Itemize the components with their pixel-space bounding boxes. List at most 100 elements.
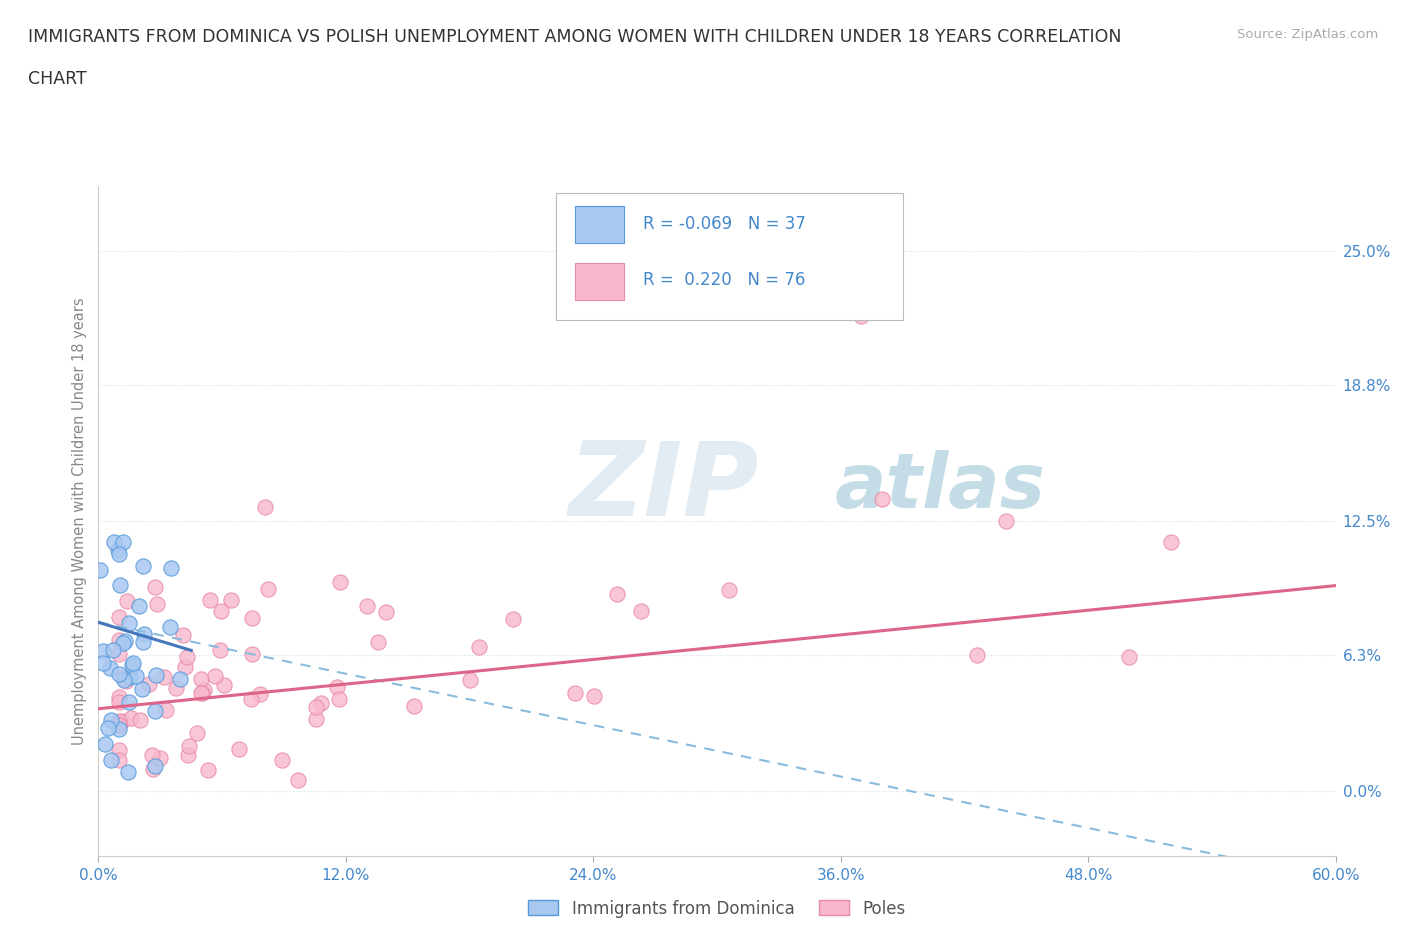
Point xyxy=(108,714,131,729)
Point xyxy=(193,683,215,698)
Point xyxy=(118,695,141,710)
Point xyxy=(114,633,136,648)
Point xyxy=(582,688,605,703)
Point xyxy=(1160,535,1182,550)
Point xyxy=(249,686,271,701)
Point xyxy=(256,581,278,596)
Text: ZIP: ZIP xyxy=(568,437,759,538)
Point xyxy=(120,670,142,684)
Point xyxy=(128,599,150,614)
Point xyxy=(468,640,491,655)
Point xyxy=(190,685,212,700)
Point xyxy=(117,594,139,609)
Point xyxy=(404,698,426,713)
Point xyxy=(326,679,349,694)
Text: IMMIGRANTS FROM DOMINICA VS POLISH UNEMPLOYMENT AMONG WOMEN WITH CHILDREN UNDER : IMMIGRANTS FROM DOMINICA VS POLISH UNEMP… xyxy=(28,28,1122,46)
Point xyxy=(155,702,177,717)
Point xyxy=(108,689,131,704)
Point xyxy=(93,656,115,671)
Point xyxy=(356,598,378,613)
Point xyxy=(122,655,145,670)
Point xyxy=(94,737,117,751)
Point xyxy=(209,604,232,618)
Point xyxy=(108,718,131,733)
Point xyxy=(108,547,131,562)
Point xyxy=(143,580,166,595)
Point xyxy=(112,672,135,687)
Point xyxy=(142,762,165,777)
Point xyxy=(1118,649,1140,664)
Point xyxy=(100,713,122,728)
Text: CHART: CHART xyxy=(28,70,87,87)
Point xyxy=(107,542,129,557)
Point xyxy=(851,308,873,323)
Point xyxy=(186,725,208,740)
Point xyxy=(134,626,156,641)
Point xyxy=(160,561,183,576)
Point xyxy=(239,692,262,707)
Point xyxy=(228,742,250,757)
Point xyxy=(111,714,134,729)
Text: R = -0.069   N = 37: R = -0.069 N = 37 xyxy=(643,215,806,233)
Point xyxy=(141,748,163,763)
Point xyxy=(120,711,142,725)
FancyBboxPatch shape xyxy=(557,193,903,320)
Point xyxy=(204,669,226,684)
Point xyxy=(214,677,236,692)
Point xyxy=(271,753,294,768)
Text: Source: ZipAtlas.com: Source: ZipAtlas.com xyxy=(1237,28,1378,41)
Point xyxy=(143,703,166,718)
Point xyxy=(112,635,135,650)
Point xyxy=(200,592,222,607)
Point xyxy=(143,759,166,774)
Point xyxy=(118,615,141,630)
Point xyxy=(128,712,150,727)
Point xyxy=(108,717,131,732)
Legend: Immigrants from Dominica, Poles: Immigrants from Dominica, Poles xyxy=(522,893,912,924)
Point xyxy=(93,644,115,658)
Point xyxy=(98,660,121,675)
Point xyxy=(966,647,988,662)
Point xyxy=(111,671,134,685)
Point xyxy=(165,680,187,695)
Point xyxy=(177,748,200,763)
Point xyxy=(115,674,138,689)
Point xyxy=(145,668,167,683)
Point xyxy=(108,743,131,758)
Point xyxy=(132,634,155,649)
Point xyxy=(606,587,628,602)
Point xyxy=(89,563,111,578)
Point xyxy=(328,575,350,590)
Point xyxy=(191,686,214,701)
Text: atlas: atlas xyxy=(835,450,1046,525)
Point xyxy=(121,658,143,672)
Point xyxy=(100,752,122,767)
Point xyxy=(159,619,181,634)
Point xyxy=(176,650,198,665)
Point xyxy=(97,721,120,736)
Point xyxy=(367,635,389,650)
Point xyxy=(994,513,1017,528)
Point xyxy=(197,763,219,777)
Y-axis label: Unemployment Among Women with Children Under 18 years: Unemployment Among Women with Children U… xyxy=(72,297,87,745)
Point xyxy=(240,646,263,661)
Point xyxy=(630,604,652,618)
Point xyxy=(240,610,263,625)
Point xyxy=(173,660,195,675)
Point xyxy=(107,667,129,682)
Point xyxy=(108,578,131,592)
Point xyxy=(502,612,524,627)
Point xyxy=(305,699,328,714)
Point xyxy=(179,738,201,753)
Point xyxy=(305,711,328,726)
Point xyxy=(117,764,139,779)
Point xyxy=(208,643,231,658)
Point xyxy=(172,628,194,643)
Point xyxy=(375,604,398,619)
Point xyxy=(108,632,131,647)
Point xyxy=(108,610,131,625)
Point xyxy=(108,752,131,767)
Point xyxy=(153,670,176,684)
Point xyxy=(108,716,131,731)
Text: R =  0.220   N = 76: R = 0.220 N = 76 xyxy=(643,271,806,288)
